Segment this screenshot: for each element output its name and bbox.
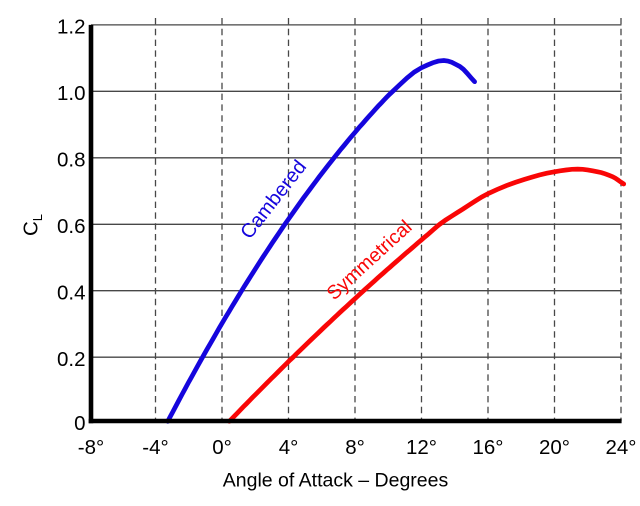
svg-text:0.2: 0.2 <box>57 348 86 371</box>
svg-text:16°: 16° <box>472 436 503 459</box>
svg-text:1.2: 1.2 <box>57 16 86 39</box>
svg-text:20°: 20° <box>539 436 570 459</box>
svg-text:Angle of Attack – Degrees: Angle of Attack – Degrees <box>223 470 449 492</box>
svg-text:-8°: -8° <box>78 436 104 459</box>
svg-text:0: 0 <box>74 412 85 435</box>
svg-text:0.4: 0.4 <box>57 282 86 305</box>
svg-text:24°: 24° <box>605 436 636 459</box>
svg-text:12°: 12° <box>406 436 437 459</box>
svg-text:CL: CL <box>20 214 45 236</box>
svg-text:1.0: 1.0 <box>57 82 86 105</box>
svg-text:0.6: 0.6 <box>57 215 86 238</box>
svg-text:0°: 0° <box>212 436 232 459</box>
svg-text:Symmetrical: Symmetrical <box>322 216 416 305</box>
svg-text:0.8: 0.8 <box>57 149 86 172</box>
svg-text:4°: 4° <box>279 436 299 459</box>
svg-text:8°: 8° <box>345 436 365 459</box>
svg-text:-4°: -4° <box>142 436 168 459</box>
